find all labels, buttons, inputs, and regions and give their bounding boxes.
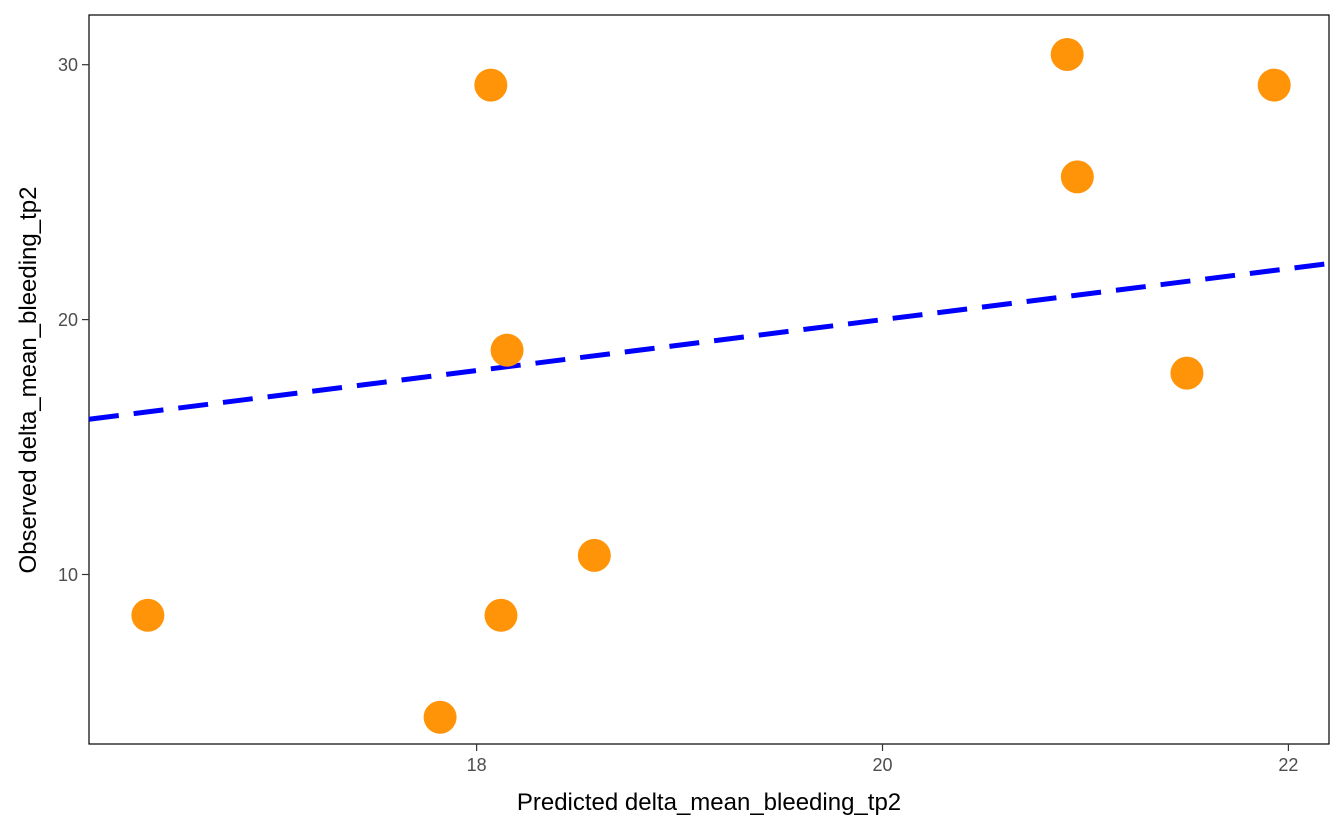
y-tick-label: 20: [58, 310, 78, 330]
data-point: [1050, 38, 1084, 72]
x-tick-label: 22: [1278, 755, 1298, 775]
y-tick-label: 30: [58, 55, 78, 75]
x-tick-label: 20: [873, 755, 893, 775]
x-axis: 18 20 22: [467, 744, 1298, 775]
data-point: [577, 538, 611, 572]
reference-line-layer: [88, 261, 1330, 422]
identity-reference-line: [88, 261, 1330, 422]
y-axis: 10 20 30: [58, 55, 89, 585]
data-point: [1257, 68, 1291, 102]
data-point: [131, 598, 165, 632]
x-tick-label: 18: [467, 755, 487, 775]
data-point: [484, 598, 518, 632]
plot-panel: [88, 14, 1330, 745]
data-point: [474, 68, 508, 102]
points-layer: [131, 38, 1291, 734]
data-point: [1060, 160, 1094, 194]
data-point: [490, 333, 524, 367]
x-axis-title: Predicted delta_mean_bleeding_tp2: [517, 789, 901, 816]
data-point: [423, 700, 457, 734]
y-axis-title: Observed delta_mean_bleeding_tp2: [15, 187, 42, 574]
y-tick-label: 10: [58, 565, 78, 585]
data-point: [1170, 356, 1204, 390]
